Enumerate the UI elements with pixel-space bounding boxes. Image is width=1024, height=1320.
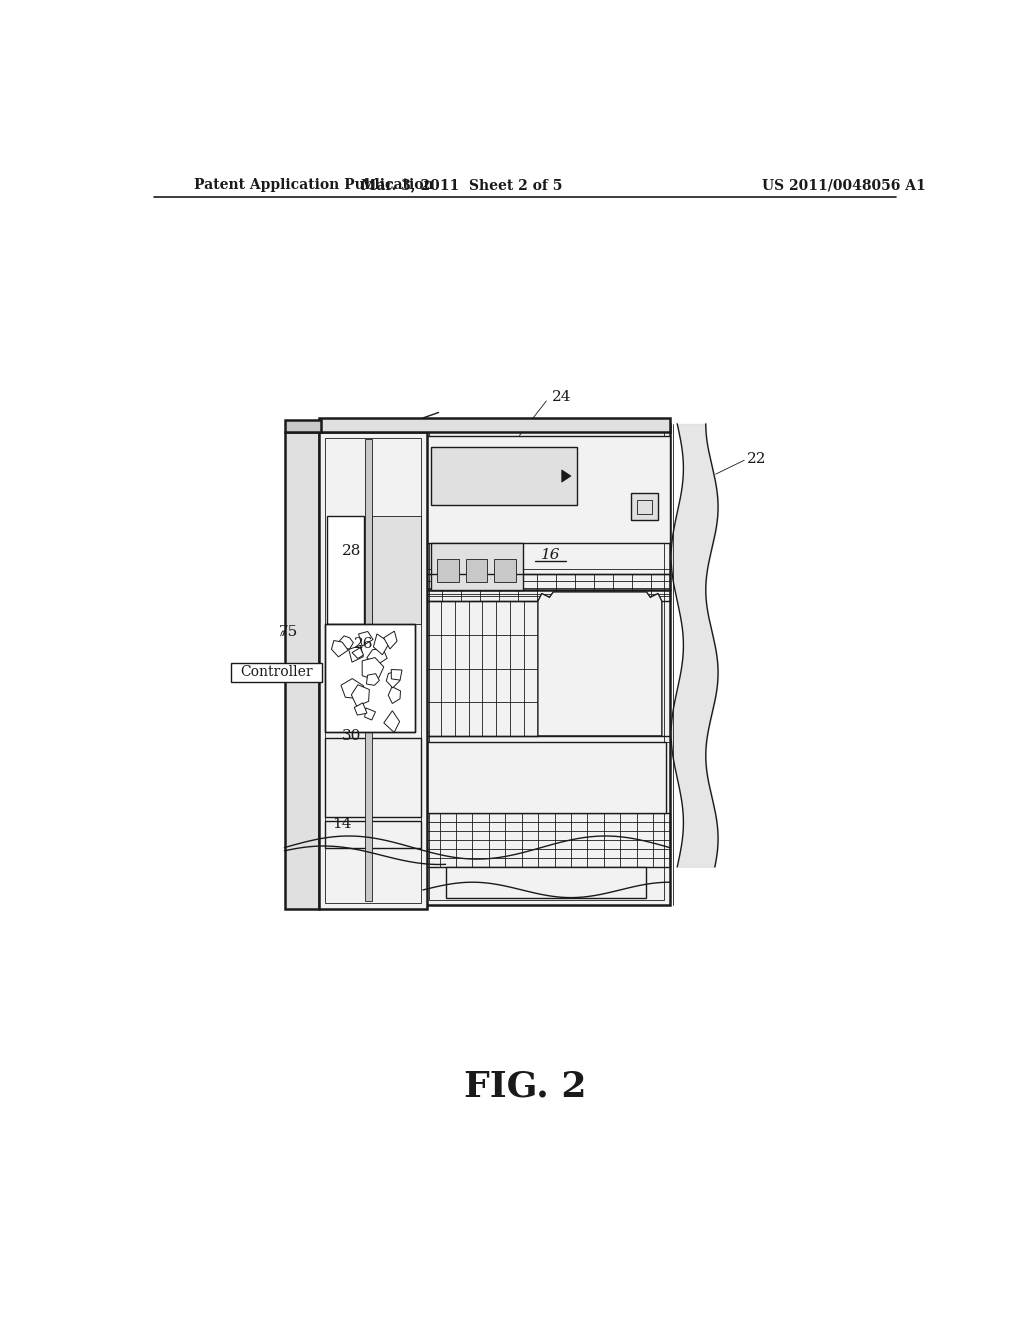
Bar <box>230 663 322 682</box>
Bar <box>423 574 670 601</box>
Polygon shape <box>384 710 399 733</box>
Bar <box>423 424 670 906</box>
Bar <box>423 813 670 867</box>
Bar <box>372 516 421 624</box>
Bar <box>431 447 578 506</box>
Bar <box>326 821 421 847</box>
Bar <box>285 432 319 909</box>
Polygon shape <box>374 634 389 655</box>
Bar <box>431 544 523 590</box>
Text: 28: 28 <box>342 544 361 558</box>
Polygon shape <box>352 648 364 659</box>
Polygon shape <box>562 470 571 482</box>
Text: 14: 14 <box>333 817 352 832</box>
Polygon shape <box>358 631 373 645</box>
Polygon shape <box>384 631 397 649</box>
Polygon shape <box>332 640 348 657</box>
Bar <box>423 601 538 737</box>
Polygon shape <box>367 648 387 664</box>
Text: 16: 16 <box>541 548 560 562</box>
Text: Patent Application Publication: Patent Application Publication <box>194 178 433 193</box>
Bar <box>637 499 652 515</box>
Text: FIG. 2: FIG. 2 <box>464 1069 586 1104</box>
Bar <box>285 420 321 432</box>
Polygon shape <box>354 702 367 715</box>
Text: US 2011/0048056 A1: US 2011/0048056 A1 <box>762 178 926 193</box>
Bar <box>427 742 666 813</box>
Text: Controller: Controller <box>240 665 312 680</box>
Polygon shape <box>391 669 402 680</box>
Text: Mar. 3, 2011  Sheet 2 of 5: Mar. 3, 2011 Sheet 2 of 5 <box>361 178 562 193</box>
Bar <box>326 624 415 733</box>
Bar <box>494 558 515 582</box>
Polygon shape <box>538 591 662 737</box>
Polygon shape <box>362 657 384 681</box>
Text: 26: 26 <box>354 636 374 651</box>
Polygon shape <box>365 708 376 719</box>
Bar <box>466 558 487 582</box>
Bar <box>326 624 415 733</box>
Bar <box>366 440 372 902</box>
Text: 24: 24 <box>552 391 571 404</box>
Text: 22: 22 <box>746 451 766 466</box>
Polygon shape <box>386 671 399 688</box>
Polygon shape <box>367 673 379 685</box>
Bar <box>319 432 427 909</box>
Bar <box>429 429 665 900</box>
Bar <box>327 516 364 624</box>
Polygon shape <box>351 685 370 706</box>
Bar <box>631 494 658 520</box>
Polygon shape <box>341 678 364 698</box>
Text: 75: 75 <box>279 624 298 639</box>
Polygon shape <box>340 636 353 649</box>
Bar <box>319 418 670 432</box>
Bar <box>326 738 421 817</box>
Bar <box>326 438 421 903</box>
Bar <box>446 867 646 898</box>
Text: 30: 30 <box>342 729 361 743</box>
Bar <box>437 558 459 582</box>
Polygon shape <box>419 420 435 432</box>
Bar <box>423 436 670 544</box>
Polygon shape <box>349 645 364 663</box>
Polygon shape <box>388 686 400 704</box>
